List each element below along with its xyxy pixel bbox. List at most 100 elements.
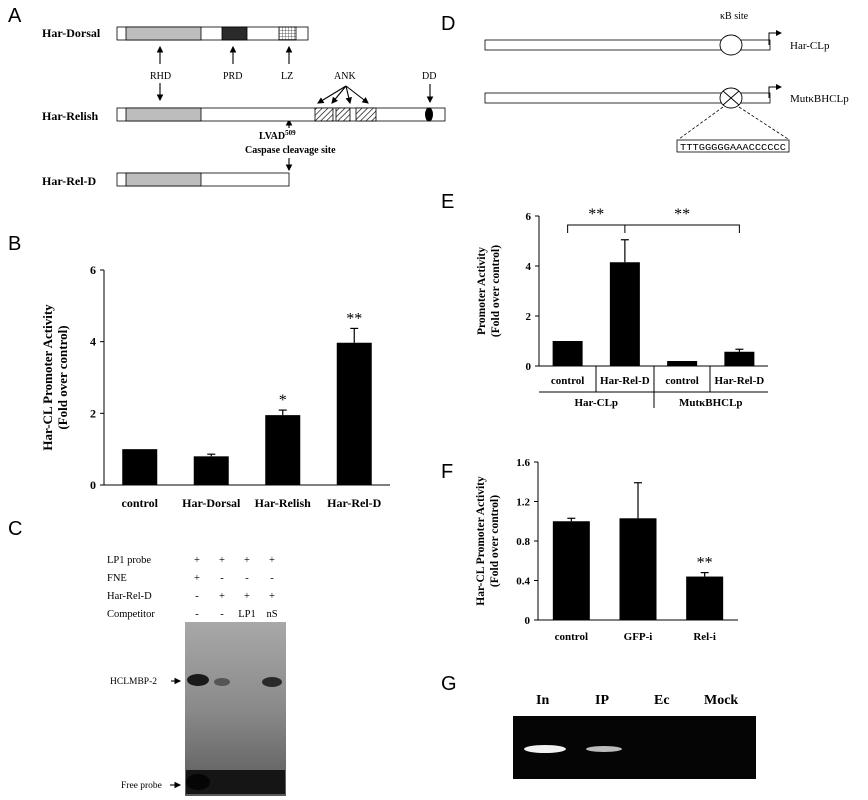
transcription-start-arrow-1	[768, 30, 782, 45]
chart-b-bar	[336, 342, 372, 485]
chart-f-bar	[619, 518, 657, 620]
domain-label-dd: DD	[422, 71, 436, 82]
row-label-competitor: Competitor	[107, 609, 155, 620]
chart-f-significance-mark: **	[697, 555, 713, 572]
chart-e-y-tick-label: 4	[526, 261, 532, 273]
lane-label-in: In	[536, 693, 549, 708]
mutant-sequence: TTTGGGGGAAACCCCCC	[680, 143, 787, 153]
chart-e-category-label: Har-Rel-D	[715, 375, 765, 387]
chart-b-y-tick-label: 6	[90, 263, 96, 277]
har-relish-dd-domain	[425, 107, 433, 122]
panel-c-letter: C	[8, 518, 22, 540]
chart-b: 0 2 4 6 Har-CL Promoter Activity (Fold over c…	[40, 263, 390, 510]
chart-f-bar	[552, 521, 590, 620]
chart-e-y-tick-label: 2	[526, 311, 532, 323]
caspase-cleavage-label: Caspase cleavage site	[245, 145, 336, 156]
cleavage-site-label: LVAD509	[259, 129, 296, 142]
cell: -	[220, 573, 224, 584]
panel-c: C LP1 probe FNE Har-Rel-D Competitor + +…	[8, 518, 286, 796]
chart-b-bar	[122, 449, 158, 485]
chart-e-bracket	[567, 224, 740, 233]
row-label-lp1-probe: LP1 probe	[107, 555, 151, 566]
panel-g: G In IP Ec Mock	[441, 673, 756, 779]
chart-e-bar	[667, 361, 698, 366]
construct-label-har-relish: Har-Relish	[42, 109, 99, 123]
panel-e: E 0 2 4 6 Promoter Activity (Fold over contro…	[441, 191, 768, 409]
panel-e-letter: E	[441, 191, 454, 213]
panel-d: D κB site Har-CLp MutκBHCLp TTTGGGGGAAAC…	[441, 11, 849, 153]
chart-b-category-label: control	[122, 496, 159, 510]
chart-f-y-axis-label-2: (Fold over control)	[489, 495, 501, 587]
construct-label-har-rel-d: Har-Rel-D	[42, 174, 97, 188]
har-rel-d-rhd-domain	[125, 172, 202, 187]
cell: +	[194, 573, 200, 584]
har-relish-ank-repeat-1	[314, 107, 334, 122]
panel-g-letter: G	[441, 673, 457, 695]
chart-f-category-label: Rel-i	[693, 631, 716, 643]
chart-b-category-label: Har-Relish	[255, 496, 312, 510]
construct-label-har-clp: Har-CLp	[790, 40, 830, 52]
chart-f-y-tick-label: 0.8	[516, 536, 530, 548]
panel-f-letter: F	[441, 461, 453, 483]
har-dorsal-lz-domain	[278, 26, 297, 41]
chart-e-category-label: control	[551, 375, 584, 387]
domain-label-lz: LZ	[281, 71, 293, 82]
cell: +	[219, 555, 225, 566]
cell: +	[194, 555, 200, 566]
chart-f-y-tick-label: 0	[525, 615, 531, 627]
gel-band-hclmbp2-lane2	[214, 678, 230, 686]
gel-free-probe-highlight	[186, 774, 210, 790]
domain-arrows	[156, 45, 434, 172]
chart-e-y-axis-label-1: Promoter Activity	[476, 247, 488, 335]
chart-b-y-axis-label-1: Har-CL Promoter Activity	[40, 304, 55, 451]
cell: nS	[266, 609, 277, 620]
panel-f: F 0 0.4 0.8 1.2 1.6 Har-CL Promoter Activity(…	[441, 457, 738, 643]
chart-b-category-label: Har-Rel-D	[327, 496, 382, 510]
band-label-hclmbp2: HCLMBP-2	[110, 677, 157, 687]
domain-label-ank: ANK	[334, 71, 356, 82]
har-clp-promoter-bar	[484, 39, 771, 51]
chart-b-y-tick-label: 2	[90, 406, 96, 420]
cell: -	[220, 609, 224, 620]
cell: +	[269, 591, 275, 602]
row-label-har-rel-d: Har-Rel-D	[107, 591, 152, 602]
chart-e-y-tick-label: 6	[526, 211, 532, 223]
lane-label-ec: Ec	[654, 693, 670, 708]
kb-site-wildtype	[719, 34, 743, 56]
panel-d-letter: D	[441, 13, 455, 35]
chart-e-bar	[552, 341, 583, 366]
cell: -	[195, 609, 199, 620]
cell: -	[245, 573, 249, 584]
construct-label-har-dorsal: Har-Dorsal	[42, 26, 101, 40]
mutant-cross-2	[722, 90, 740, 106]
chart-b-bar	[193, 456, 229, 485]
chart-e-bracket-significance: **	[588, 206, 604, 223]
chart-f-category-label: control	[555, 631, 588, 643]
chart-b-category-label: Har-Dorsal	[182, 496, 241, 510]
chart-f-y-tick-label: 0.4	[516, 576, 530, 588]
cell: -	[195, 591, 199, 602]
pcr-band-ip	[586, 746, 622, 752]
transcription-start-arrow-2	[768, 84, 782, 98]
gel-band-hclmbp2-lane4	[262, 677, 282, 687]
har-relish-rhd-domain	[125, 107, 202, 122]
emsa-gel-image	[185, 622, 286, 796]
chart-b-significance-mark: *	[279, 392, 287, 409]
chart-f: 0 0.4 0.8 1.2 1.6 Har-CL Promoter Activity (Fo…	[475, 457, 738, 643]
zoom-line-left	[678, 106, 724, 140]
chart-f-y-axis-label-1: Har-CL Promoter Activity	[475, 476, 487, 606]
panel-a: A Har-Dorsal RHD PRD LZ ANK DD Har-Relis…	[8, 5, 446, 188]
panel-a-letter: A	[8, 5, 22, 27]
chart-e-y-tick-label: 0	[526, 361, 532, 373]
har-relish-ank-repeat-3	[355, 107, 377, 122]
chart-f-bar	[686, 576, 724, 620]
chart-e-y-axis-label-2: (Fold over control)	[490, 245, 502, 337]
chart-e-group-label: MutκBHCLp	[679, 397, 743, 409]
chart-b-y-axis-label-2: (Fold over control)	[55, 325, 70, 429]
kb-site-label: κB site	[720, 11, 749, 22]
har-relish-ank-repeat-2	[335, 107, 351, 122]
lane-label-ip: IP	[595, 693, 609, 708]
chart-b-y-tick-label: 4	[90, 335, 96, 349]
chart-b-significance-mark: **	[346, 310, 362, 327]
